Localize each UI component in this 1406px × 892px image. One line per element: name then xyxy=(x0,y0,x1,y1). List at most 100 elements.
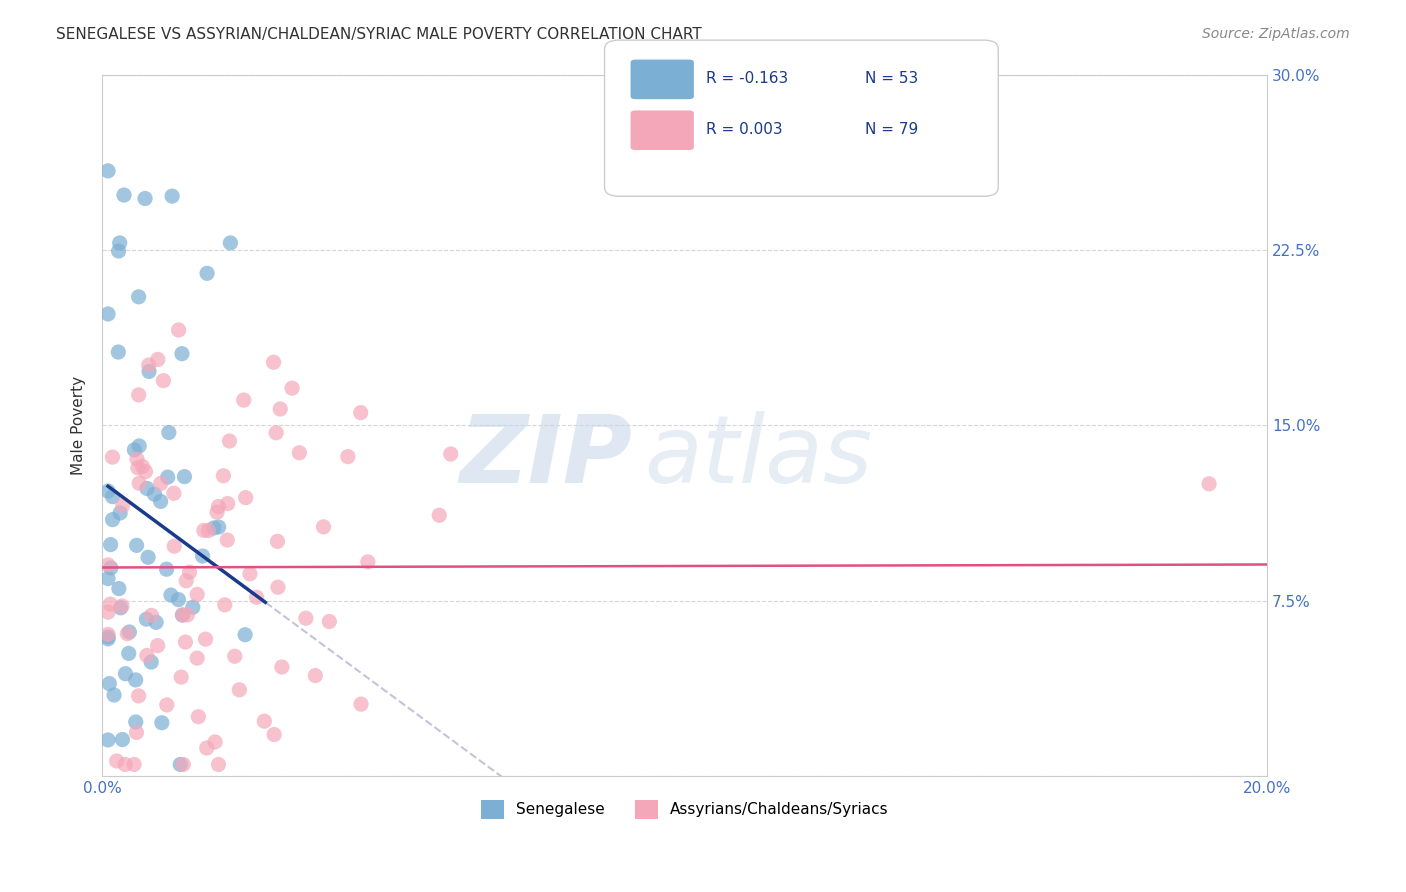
Point xyxy=(110,600,132,615)
Point xyxy=(97,605,120,619)
Point xyxy=(246,591,269,605)
Text: N = 53: N = 53 xyxy=(865,71,918,86)
Point xyxy=(224,649,246,664)
Point xyxy=(217,497,239,511)
Text: SENEGALESE VS ASSYRIAN/CHALDEAN/SYRIAC MALE POVERTY CORRELATION CHART: SENEGALESE VS ASSYRIAN/CHALDEAN/SYRIAC M… xyxy=(56,27,702,42)
Point xyxy=(172,608,194,623)
Point xyxy=(97,627,120,641)
Point xyxy=(427,508,450,523)
Point xyxy=(128,388,150,402)
Point xyxy=(163,486,186,500)
Point xyxy=(253,714,276,729)
Point xyxy=(187,709,209,723)
Point xyxy=(295,611,318,625)
Point xyxy=(138,358,160,372)
Point xyxy=(156,698,179,712)
Point xyxy=(156,470,179,484)
Point xyxy=(208,520,231,534)
Point xyxy=(173,469,195,483)
Point xyxy=(214,598,236,612)
Point xyxy=(205,505,228,519)
Legend: Senegalese, Assyrians/Chaldeans/Syriacs: Senegalese, Assyrians/Chaldeans/Syriacs xyxy=(475,794,896,825)
Point xyxy=(108,506,131,520)
Point xyxy=(105,754,128,768)
Point xyxy=(195,741,218,756)
Point xyxy=(122,757,145,772)
Point xyxy=(118,646,141,660)
Point xyxy=(125,538,148,552)
Point xyxy=(1198,476,1220,491)
Text: N = 79: N = 79 xyxy=(865,122,918,136)
Point xyxy=(288,446,311,460)
Point xyxy=(181,600,204,615)
Point xyxy=(186,587,208,601)
Point xyxy=(101,490,124,504)
Point xyxy=(440,447,463,461)
Point xyxy=(263,355,285,369)
Point xyxy=(111,498,134,512)
Point xyxy=(266,534,288,549)
Point xyxy=(118,625,141,640)
Point xyxy=(269,402,291,417)
Point xyxy=(135,465,157,479)
Point xyxy=(217,533,239,547)
Point xyxy=(149,476,172,491)
Point xyxy=(174,574,197,588)
Point xyxy=(114,757,136,772)
Point xyxy=(281,381,304,395)
Point xyxy=(336,450,359,464)
Point xyxy=(128,689,150,703)
Point xyxy=(145,615,167,630)
Text: atlas: atlas xyxy=(644,411,872,502)
Point xyxy=(131,459,153,474)
Point xyxy=(172,607,194,622)
Point xyxy=(228,682,250,697)
Point xyxy=(146,352,169,367)
Point xyxy=(172,757,194,772)
Point xyxy=(134,192,156,206)
Point xyxy=(100,538,122,552)
Point xyxy=(100,561,122,575)
Point xyxy=(270,660,292,674)
Point xyxy=(169,757,191,772)
Point xyxy=(97,733,120,747)
Point xyxy=(97,632,120,646)
Text: R = -0.163: R = -0.163 xyxy=(706,71,787,86)
Point xyxy=(350,697,373,711)
Point xyxy=(125,714,148,729)
Point xyxy=(97,307,120,321)
Point xyxy=(263,727,285,741)
Point xyxy=(97,483,120,498)
Point xyxy=(167,592,190,607)
Point xyxy=(97,558,120,572)
Point xyxy=(149,494,172,508)
Point xyxy=(163,539,186,553)
Point xyxy=(219,235,242,250)
Point xyxy=(160,588,183,602)
Point xyxy=(233,628,256,642)
Point xyxy=(239,566,262,581)
Point xyxy=(135,648,157,663)
Point xyxy=(232,393,254,408)
Point xyxy=(170,347,193,361)
Point xyxy=(304,668,326,682)
Point xyxy=(97,572,120,586)
Point xyxy=(136,550,159,565)
Point xyxy=(111,732,134,747)
Point xyxy=(152,374,174,388)
Text: R = 0.003: R = 0.003 xyxy=(706,122,782,136)
Point xyxy=(195,266,218,280)
Point xyxy=(111,599,134,613)
Point xyxy=(101,450,124,464)
Point xyxy=(141,608,163,623)
Point xyxy=(127,460,149,475)
Point xyxy=(312,520,335,534)
Point xyxy=(124,673,146,687)
Point xyxy=(101,513,124,527)
Point xyxy=(128,439,150,453)
Point xyxy=(124,442,146,457)
Point xyxy=(98,676,121,690)
Point xyxy=(174,635,197,649)
Point xyxy=(135,612,157,626)
Point xyxy=(141,655,163,669)
